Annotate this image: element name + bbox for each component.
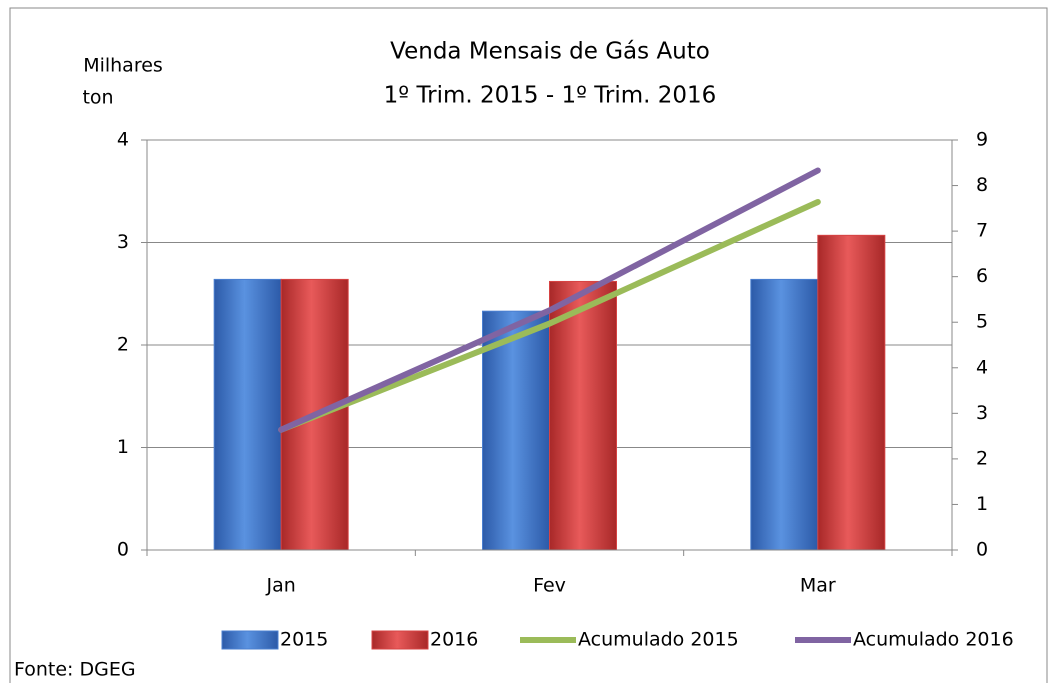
legend-label: Acumulado 2016 — [853, 629, 1014, 651]
y2-tick-label: 8 — [976, 174, 988, 196]
line-series — [278, 167, 821, 433]
legend-label: 2015 — [280, 629, 328, 651]
source: Fonte: DGEG — [14, 659, 136, 681]
bar — [213, 278, 282, 551]
y-tick-label: 0 — [117, 539, 129, 561]
y-tick-label: 2 — [117, 334, 129, 356]
y2-tick-label: 6 — [976, 265, 988, 287]
y2-tick-label: 1 — [976, 493, 988, 515]
y2-tick-label: 3 — [976, 402, 988, 424]
chart-title: Venda Mensais de Gás Auto — [390, 39, 710, 65]
legend-swatch — [371, 630, 429, 650]
legend-label: 2016 — [430, 629, 478, 651]
bar — [817, 234, 886, 551]
legend-label: Acumulado 2015 — [578, 629, 739, 651]
y2-tick-label: 9 — [976, 129, 988, 151]
y2-tick-label: 0 — [976, 539, 988, 561]
y-tick-label: 4 — [117, 129, 129, 151]
chart-subtitle: 1º Trim. 2015 - 1º Trim. 2016 — [384, 83, 717, 109]
y2-tick-label: 4 — [976, 356, 988, 378]
y-axis-label: Milhares — [83, 55, 163, 77]
line-series — [278, 198, 821, 433]
bar — [549, 280, 617, 551]
x-tick-label: Mar — [800, 575, 836, 597]
x-tick-label: Jan — [266, 575, 296, 597]
legend-swatch — [221, 630, 279, 650]
y2-tick-label: 7 — [976, 220, 988, 242]
y2-tick-label: 2 — [976, 447, 988, 469]
y-tick-label: 3 — [117, 231, 129, 253]
x-tick-label: Fev — [533, 575, 566, 597]
chart-border — [9, 7, 1048, 683]
y2-tick-label: 5 — [976, 311, 988, 333]
bar — [750, 278, 819, 551]
y-axis-label: ton — [82, 87, 113, 109]
y-tick-label: 1 — [117, 436, 129, 458]
